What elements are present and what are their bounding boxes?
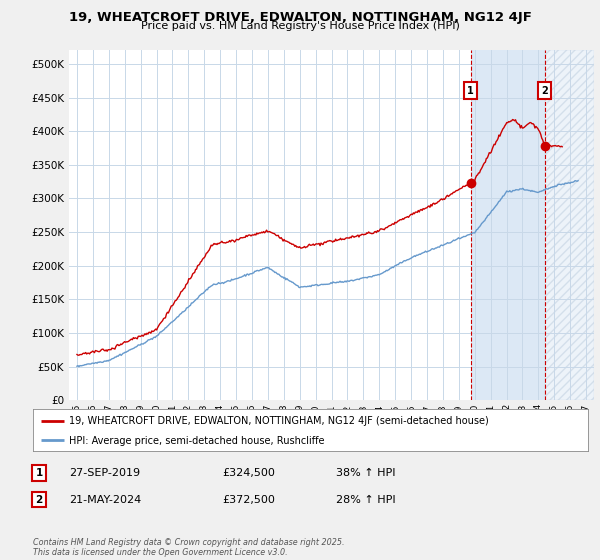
Text: Price paid vs. HM Land Registry's House Price Index (HPI): Price paid vs. HM Land Registry's House … <box>140 21 460 31</box>
Bar <box>471 50 545 400</box>
Text: 19, WHEATCROFT DRIVE, EDWALTON, NOTTINGHAM, NG12 4JF (semi-detached house): 19, WHEATCROFT DRIVE, EDWALTON, NOTTINGH… <box>69 417 489 426</box>
Text: 27-SEP-2019: 27-SEP-2019 <box>69 468 140 478</box>
Text: HPI: Average price, semi-detached house, Rushcliffe: HPI: Average price, semi-detached house,… <box>69 436 325 446</box>
Text: 19, WHEATCROFT DRIVE, EDWALTON, NOTTINGHAM, NG12 4JF: 19, WHEATCROFT DRIVE, EDWALTON, NOTTINGH… <box>68 11 532 24</box>
Text: 1: 1 <box>467 86 474 96</box>
Text: 38% ↑ HPI: 38% ↑ HPI <box>336 468 395 478</box>
Text: 2: 2 <box>541 86 548 96</box>
Text: Contains HM Land Registry data © Crown copyright and database right 2025.
This d: Contains HM Land Registry data © Crown c… <box>33 538 344 557</box>
Text: £372,500: £372,500 <box>222 494 275 505</box>
Text: 1: 1 <box>35 468 43 478</box>
Text: 28% ↑ HPI: 28% ↑ HPI <box>336 494 395 505</box>
Text: 2: 2 <box>35 494 43 505</box>
Text: 21-MAY-2024: 21-MAY-2024 <box>69 494 141 505</box>
Bar <box>545 50 594 400</box>
Text: £324,500: £324,500 <box>222 468 275 478</box>
